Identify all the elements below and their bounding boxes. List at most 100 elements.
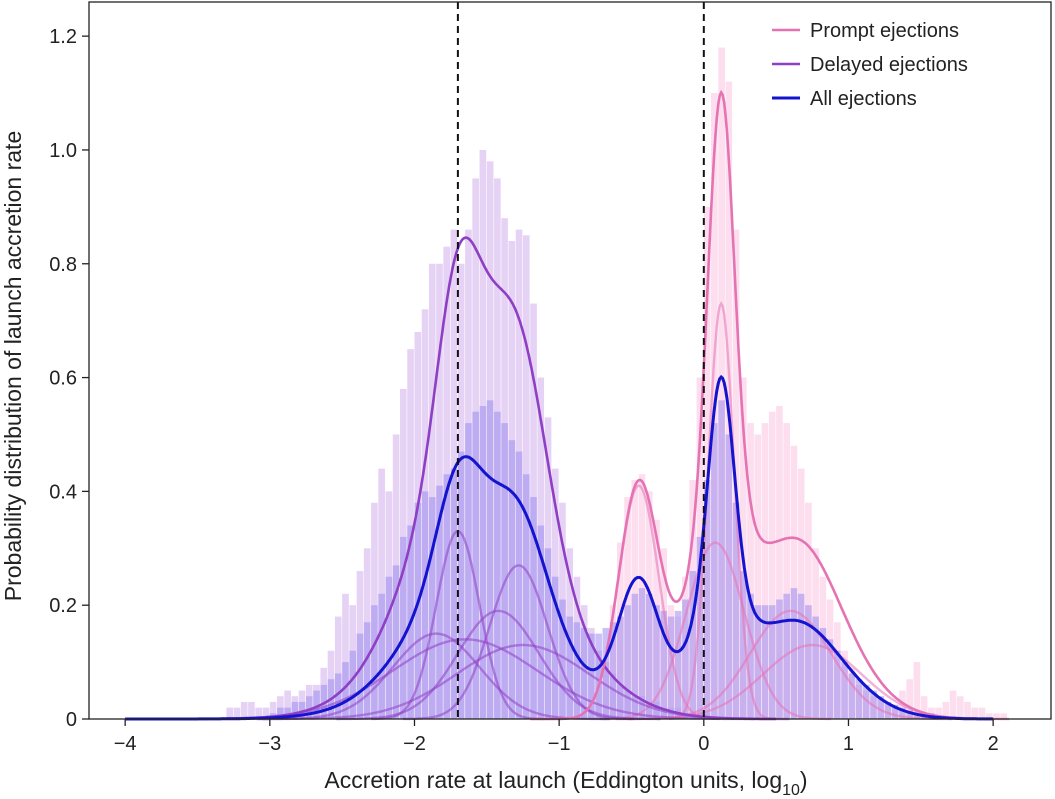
all-histogram-bar: [768, 605, 776, 719]
prompt-histogram-bar: [1000, 713, 1008, 719]
y-tick-label: 0: [66, 709, 77, 731]
prompt-histogram-bar: [790, 445, 798, 719]
all-histogram-bar: [537, 525, 545, 719]
y-tick-label: 0.6: [49, 368, 77, 390]
all-histogram-bar: [421, 491, 429, 719]
all-histogram-bar: [371, 605, 378, 719]
all-histogram-bar: [465, 423, 472, 719]
all-histogram-bar: [906, 710, 913, 719]
prompt-histogram-bar: [942, 701, 950, 719]
all-histogram-bar: [530, 497, 537, 719]
all-histogram-bar: [522, 474, 530, 719]
prompt-histogram-bar: [768, 411, 776, 719]
delayed-histogram-bar: [233, 707, 241, 719]
all-histogram-bar: [385, 576, 393, 719]
all-histogram-bar: [725, 434, 733, 719]
all-histogram-bar: [682, 599, 689, 719]
all-histogram-bar: [291, 701, 299, 719]
all-histogram-bar: [501, 423, 508, 719]
all-histogram-bar: [349, 650, 357, 719]
all-histogram-bar: [841, 662, 848, 719]
all-histogram-bar: [284, 707, 291, 719]
all-histogram-bar: [508, 440, 516, 719]
all-histogram-bar: [826, 639, 834, 719]
all-histogram-bar: [855, 679, 863, 719]
all-histogram-bar: [645, 593, 653, 719]
delayed-histogram-bar: [342, 593, 349, 719]
all-histogram-bar: [899, 707, 906, 719]
all-histogram-bar: [638, 588, 646, 719]
all-histogram-bar: [848, 673, 856, 719]
x-tick-label: −3: [258, 733, 281, 755]
prompt-histogram-bar: [761, 423, 769, 719]
all-histogram-bar: [559, 599, 566, 719]
delayed-histogram-bar: [284, 690, 291, 719]
delayed-histogram-bar: [334, 616, 342, 719]
y-tick-label: 0.8: [49, 254, 77, 276]
all-histogram-bar: [711, 423, 718, 719]
all-histogram-bar: [305, 696, 313, 719]
all-histogram-bar: [703, 480, 711, 719]
all-histogram-bar: [573, 622, 581, 719]
prompt-histogram-bar: [906, 679, 913, 719]
all-histogram-bar: [450, 468, 458, 719]
delayed-histogram-bar: [240, 701, 248, 719]
legend-label: Delayed ejections: [810, 54, 968, 76]
all-histogram-bar: [580, 627, 588, 719]
prompt-histogram-bar: [754, 434, 762, 719]
all-histogram-bar: [595, 633, 602, 719]
all-histogram-bar: [457, 451, 465, 719]
prompt-component-curve: [669, 301, 774, 721]
all-histogram-bar: [428, 497, 436, 719]
all-histogram-bar: [617, 616, 624, 719]
all-histogram-bar: [631, 593, 639, 719]
all-ejections-curve: [125, 374, 994, 721]
prompt-histogram-bar: [783, 423, 791, 719]
x-tick-label: −1: [548, 733, 571, 755]
all-histogram-bar: [392, 565, 400, 719]
all-histogram-bar: [400, 536, 407, 719]
axes-layer: −4 −3 −2 −1 0 1 2 0 0.2 0.4 0.6 0.8 1.0 1.2: [49, 1, 1052, 755]
all-histogram-bar: [313, 690, 320, 719]
legend: Prompt ejections Delayed ejections All eje…: [772, 20, 968, 110]
delayed-component-curve: [336, 609, 661, 721]
all-histogram-bar: [378, 593, 385, 719]
y-tick-label: 0.2: [49, 595, 77, 617]
prompt-histogram-bar: [920, 696, 928, 719]
x-axis-label: Accretion rate at launch (Eddington unit…: [324, 767, 807, 799]
prompt-histogram-bar: [956, 696, 964, 719]
x-axis-label-close: ): [800, 767, 808, 793]
all-histogram-bar: [761, 605, 769, 719]
prompt-histogram-bar: [913, 662, 921, 719]
delayed-component-curve: [402, 564, 635, 721]
x-tick-label: 0: [698, 733, 709, 755]
y-tick-label: 0.4: [49, 481, 77, 503]
x-tick-label: −2: [403, 733, 426, 755]
y-tick-label: 1.2: [49, 26, 77, 48]
prompt-ejections-curve: [530, 89, 994, 721]
prompt-histogram-bar: [993, 713, 1000, 719]
prompt-histogram-bar: [978, 707, 986, 719]
all-histogram-bar: [747, 593, 754, 719]
y-tick-label: 1.0: [49, 140, 77, 162]
prompt-histogram-bar: [747, 423, 754, 719]
prompt-histogram-bar: [776, 406, 783, 719]
prompt-histogram-bar: [725, 81, 733, 719]
y-axis-label: Probability distribution of launch accre…: [0, 131, 26, 601]
delayed-histogram-bar: [226, 707, 234, 719]
delayed-histogram-bar: [255, 707, 262, 719]
legend-label: Prompt ejections: [810, 20, 959, 42]
histogram-layer: [226, 47, 1008, 720]
all-histogram-bar: [877, 696, 885, 719]
all-histogram-bar: [436, 485, 443, 719]
all-histogram-bar: [494, 411, 501, 719]
all-histogram-bar: [862, 684, 870, 719]
all-histogram-bar: [689, 571, 696, 719]
all-histogram-bar: [739, 571, 747, 719]
x-tick-label: 2: [988, 733, 999, 755]
all-histogram-bar: [834, 650, 841, 719]
delayed-histogram-bar: [262, 707, 270, 719]
prompt-histogram-bar: [985, 713, 993, 719]
all-histogram-bar: [660, 610, 668, 719]
